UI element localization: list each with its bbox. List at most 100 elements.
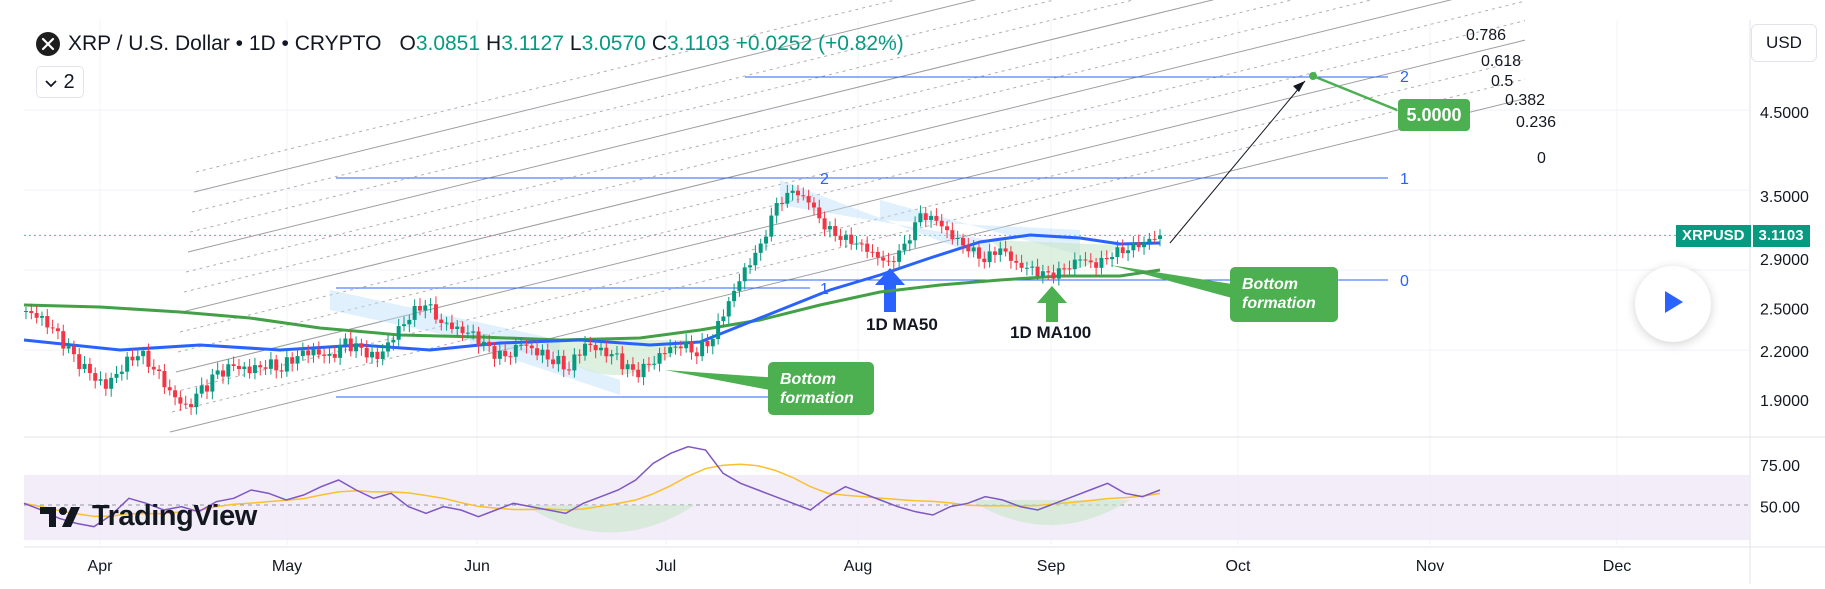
candle-body <box>364 347 369 358</box>
candle-body <box>98 379 103 381</box>
candle-body <box>1115 247 1120 258</box>
candle-body <box>961 237 966 246</box>
candle-body <box>1078 259 1083 261</box>
candle-body <box>588 343 593 346</box>
candle-body <box>992 251 997 255</box>
bottom-arc-shape <box>540 340 690 375</box>
candle-body <box>125 356 130 372</box>
moving-averages <box>23 233 1161 352</box>
candle-body <box>141 350 146 357</box>
indicators-collapse-button[interactable]: 2 <box>36 66 84 98</box>
candle-body <box>226 364 231 377</box>
rsi-ma-line <box>23 463 1161 518</box>
candle-body <box>1040 271 1045 277</box>
fib-ext-top-label: 2 <box>1400 69 1409 86</box>
candle-body <box>742 267 747 282</box>
candle-body <box>689 341 694 353</box>
fib-channel-line <box>181 0 1453 313</box>
candle-body <box>87 363 92 374</box>
candle-body <box>167 387 172 391</box>
symbol-title[interactable]: XRP / U.S. Dollar • 1D • CRYPTO <box>68 32 382 55</box>
fib-channel-line <box>175 39 1526 373</box>
fib-channel-level-label: 0.5 <box>1491 73 1513 90</box>
candle-body <box>375 351 380 360</box>
candle-body <box>1120 247 1125 254</box>
candle-body <box>103 379 108 389</box>
candle-body <box>780 203 784 205</box>
time-tick-label: Aug <box>844 558 872 575</box>
candle-body <box>1094 262 1099 268</box>
open-label: O <box>399 32 416 55</box>
currency-button[interactable]: USD <box>1751 24 1817 62</box>
bottom-arc-shape <box>990 240 1120 272</box>
target-point <box>1309 72 1317 80</box>
candle-body <box>162 371 167 388</box>
candle-body <box>327 354 332 356</box>
candle-body <box>551 359 556 365</box>
candle-body <box>726 301 731 317</box>
candle-body <box>194 393 199 408</box>
last-price-badge: XRPUSD 3.1103 <box>1676 225 1810 247</box>
tradingview-logo-icon <box>40 505 84 529</box>
candle-body <box>1035 266 1040 277</box>
price-tick-label: 1.9000 <box>1760 393 1809 410</box>
candle-body <box>636 369 641 378</box>
candle-body <box>1067 268 1072 270</box>
replay-play-button[interactable] <box>1635 266 1711 342</box>
candle-body <box>614 353 619 355</box>
candle-body <box>982 258 987 263</box>
candle-body <box>242 366 247 370</box>
candle-body <box>854 243 859 245</box>
price-tick-label: 2.2000 <box>1760 344 1809 361</box>
fib-channel-line <box>171 78 1526 413</box>
axes: 4.5000 3.5000 2.9000 2.5000 2.2000 1.9000 75.0… <box>88 105 1809 575</box>
candle-body <box>402 324 406 327</box>
candle-body <box>801 195 806 197</box>
candle-body <box>487 341 492 347</box>
chart-header: XRP / U.S. Dollar • 1D • CRYPTO O 3.0851… <box>36 30 904 58</box>
badge-symbol: XRPUSD <box>1676 225 1751 247</box>
candle-body <box>82 363 87 369</box>
candle-body <box>939 220 944 227</box>
candle-body <box>343 338 348 345</box>
price-tick-label: 2.9000 <box>1760 252 1809 269</box>
candle-body <box>1126 250 1131 254</box>
candle-body <box>865 243 870 252</box>
candle-body <box>716 321 721 340</box>
tradingview-watermark: TradingView <box>40 500 257 533</box>
candle-body <box>598 347 603 351</box>
candle-body <box>1030 266 1035 268</box>
candle-body <box>652 363 657 365</box>
candle-body <box>1056 268 1061 279</box>
candle-body <box>1024 267 1029 269</box>
candle-body <box>391 339 396 343</box>
candle-body <box>870 251 875 253</box>
candle-body <box>758 243 763 253</box>
candle-body <box>753 252 758 266</box>
fib-ext-top-label: 0 <box>1400 273 1409 290</box>
candle-body <box>45 316 50 328</box>
candle-body <box>444 322 449 324</box>
candle-body <box>849 234 854 244</box>
target-connector-line <box>1312 74 1398 112</box>
candle-body <box>1110 257 1115 260</box>
ma100-up-arrow <box>1037 286 1067 322</box>
candle-body <box>268 359 273 369</box>
candle-body <box>838 236 843 240</box>
candle-body <box>114 373 119 378</box>
time-tick-label: Dec <box>1603 558 1631 575</box>
fib-ext-top-label: 1 <box>1400 171 1409 188</box>
indicator-count: 2 <box>63 70 75 93</box>
candle-body <box>795 190 800 196</box>
candle-body <box>662 353 667 355</box>
candle-body <box>604 347 609 357</box>
play-icon <box>1661 289 1685 320</box>
candle-body <box>843 234 848 240</box>
time-tick-label: Jun <box>464 558 490 575</box>
candle-body <box>945 226 950 231</box>
badge-price: 3.1103 <box>1752 225 1810 247</box>
candle-body <box>700 340 705 357</box>
